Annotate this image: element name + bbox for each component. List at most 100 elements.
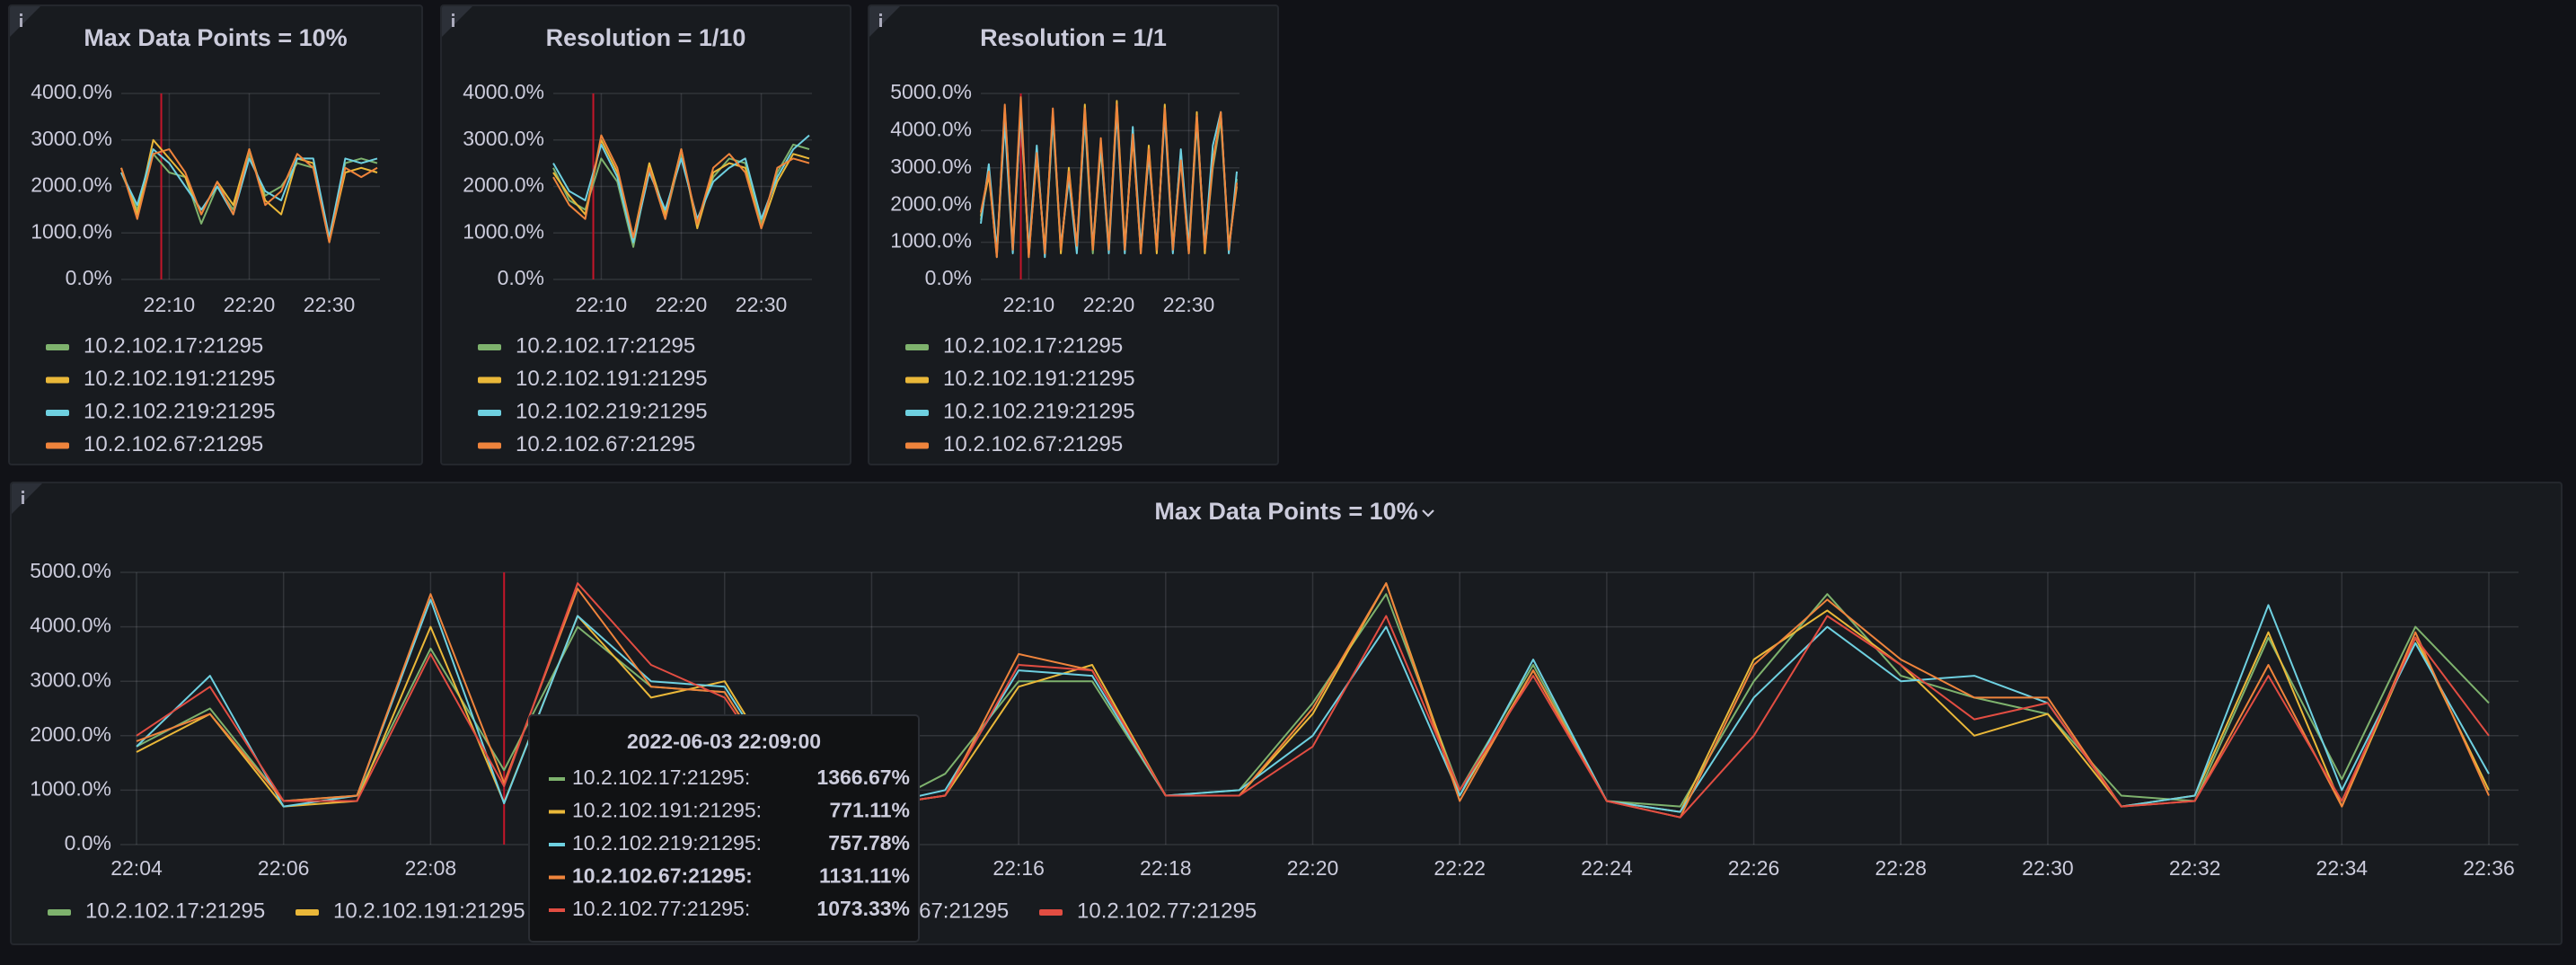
panel-title: Max Data Points = 10% — [84, 24, 347, 51]
y-tick-label: 3000.0% — [30, 668, 111, 691]
x-tick-label: 22:04 — [110, 856, 163, 880]
y-tick-label: 0.0% — [498, 266, 544, 289]
legend-swatch — [905, 442, 929, 449]
info-corner — [442, 6, 472, 37]
y-tick-label: 4000.0% — [30, 614, 111, 637]
tooltip-name: 10.2.102.219:21295: — [572, 831, 762, 854]
tooltip-value: 1131.11% — [819, 864, 910, 888]
y-tick-label: 4000.0% — [31, 80, 112, 103]
x-tick-label: 22:28 — [1875, 856, 1927, 880]
y-tick-label: 0.0% — [66, 266, 112, 289]
tooltip-value: 1073.33% — [816, 897, 910, 920]
tooltip-swatch — [549, 810, 565, 814]
x-tick-label: 22:16 — [992, 856, 1045, 880]
legend-label: 10.2.102.219:21295 — [84, 399, 276, 423]
info-corner — [12, 483, 42, 514]
y-tick-label: 0.0% — [925, 266, 972, 289]
tooltip-name: 10.2.102.77:21295: — [572, 897, 750, 920]
info-icon — [879, 18, 882, 27]
y-tick-label: 1000.0% — [463, 219, 544, 243]
x-tick-label: 22:20 — [656, 293, 708, 316]
tooltip-swatch — [549, 843, 565, 846]
panel-title: Resolution = 1/1 — [980, 24, 1167, 51]
legend-swatch — [46, 376, 69, 384]
x-tick-label: 22:10 — [576, 293, 628, 316]
y-tick-label: 4000.0% — [890, 117, 972, 140]
x-tick-label: 22:34 — [2316, 856, 2369, 880]
y-tick-label: 3000.0% — [463, 127, 544, 150]
tooltip-swatch — [549, 908, 565, 912]
x-tick-label: 22:20 — [1083, 293, 1135, 316]
series-line — [980, 96, 1238, 259]
info-corner — [869, 6, 900, 37]
info-icon — [20, 18, 22, 27]
legend-label: 10.2.102.219:21295 — [516, 399, 708, 423]
legend-label: 10.2.102.77:21295 — [1077, 899, 1257, 923]
series-line — [120, 148, 378, 243]
tooltip-swatch — [549, 777, 565, 781]
x-tick-label: 22:36 — [2463, 856, 2515, 880]
legend-swatch — [46, 410, 69, 416]
x-tick-label: 22:30 — [2022, 856, 2074, 880]
legend-swatch — [478, 410, 501, 416]
legend-label: 10.2.102.17:21295 — [516, 333, 695, 358]
info-icon-dot — [452, 13, 454, 16]
legend-swatch — [46, 344, 69, 350]
y-tick-label: 2000.0% — [31, 173, 112, 197]
legend-label: 10.2.102.67:21295 — [84, 432, 263, 456]
tooltip-value: 1366.67% — [816, 766, 910, 789]
y-tick-label: 1000.0% — [31, 219, 112, 243]
legend-swatch — [478, 376, 501, 384]
legend-label: 10.2.102.191:21295 — [943, 367, 1135, 391]
y-tick-label: 1000.0% — [890, 229, 972, 252]
y-tick-label: 3000.0% — [890, 155, 972, 178]
legend-swatch — [905, 376, 929, 384]
y-tick-label: 2000.0% — [30, 722, 111, 746]
tooltip: 2022-06-03 22:09:00 10.2.102.17:21295: 136… — [528, 714, 920, 943]
tooltip-swatch — [549, 875, 565, 880]
legend-label: 10.2.102.67:21295 — [516, 432, 695, 456]
tooltip-title: 2022-06-03 22:09:00 — [627, 730, 821, 753]
y-tick-label: 1000.0% — [30, 776, 111, 800]
x-tick-label: 22:30 — [736, 293, 788, 316]
x-tick-label: 22:24 — [1581, 856, 1633, 880]
panel-chart: Resolution = 1/10 0.0% 1000.0% 2000.0% 3000.… — [442, 6, 812, 456]
panel-title: Max Data Points = 10% — [1154, 498, 1417, 525]
tooltip-box — [528, 714, 920, 943]
y-tick-label: 4000.0% — [463, 80, 544, 103]
panel: Resolution = 1/10 0.0% 1000.0% 2000.0% 3000.… — [440, 4, 851, 465]
panel-title: Resolution = 1/10 — [546, 24, 746, 51]
legend-swatch — [46, 442, 69, 449]
panel-chart: Max Data Points = 10% 0.0% 1000.0% 2000.0% 3… — [10, 6, 380, 456]
x-tick-label: 22:32 — [2169, 856, 2221, 880]
tooltip-name: 10.2.102.67:21295: — [572, 864, 753, 888]
x-tick-label: 22:10 — [144, 293, 196, 316]
tooltip-value: 757.78% — [828, 831, 910, 854]
y-tick-label: 3000.0% — [31, 127, 112, 150]
info-corner — [10, 6, 40, 37]
tooltip-name: 10.2.102.17:21295: — [572, 766, 750, 789]
legend-label: 10.2.102.191:21295 — [84, 367, 276, 391]
panel: Resolution = 1/1 0.0% 1000.0% 2000.0% 3000.0… — [868, 4, 1279, 465]
legend-swatch — [296, 909, 319, 916]
y-tick-label: 5000.0% — [30, 559, 111, 582]
legend-label: 10.2.102.191:21295 — [516, 367, 708, 391]
info-icon-dot — [20, 13, 22, 16]
x-tick-label: 22:30 — [304, 293, 356, 316]
y-tick-label: 2000.0% — [890, 191, 972, 215]
legend-label: 10.2.102.17:21295 — [84, 333, 263, 358]
legend-swatch — [1039, 909, 1063, 916]
info-icon — [452, 18, 454, 27]
y-tick-label: 0.0% — [65, 831, 111, 854]
legend-label: 10.2.102.219:21295 — [943, 399, 1135, 423]
legend-label: 10.2.102.191:21295 — [333, 899, 525, 923]
panel-chart: Max Data Points = 10% 0.0% 1000.0% 2000.0% 3… — [12, 483, 2519, 943]
series-line — [552, 134, 810, 239]
legend-swatch — [478, 442, 501, 449]
x-tick-label: 22:30 — [1163, 293, 1215, 316]
info-icon — [22, 495, 24, 504]
x-tick-label: 22:08 — [405, 856, 457, 880]
panel: Max Data Points = 10% 0.0% 1000.0% 2000.0% 3… — [10, 482, 2563, 945]
x-tick-label: 22:26 — [1728, 856, 1780, 880]
x-tick-label: 22:20 — [224, 293, 276, 316]
